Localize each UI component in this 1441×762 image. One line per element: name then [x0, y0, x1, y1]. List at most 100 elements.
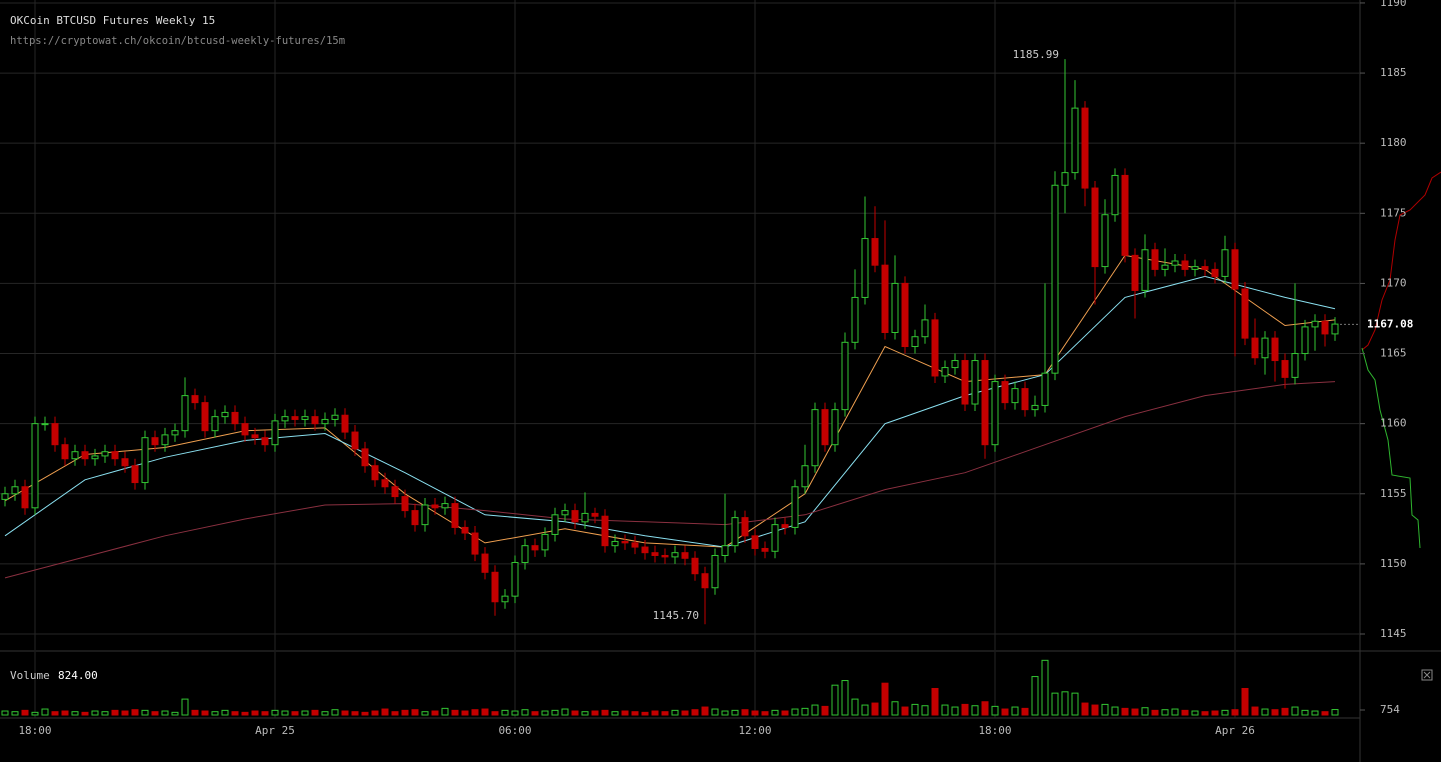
candle-body — [951, 360, 959, 369]
volume-bar — [1201, 711, 1209, 716]
volume-bar — [1111, 706, 1119, 716]
candle-body — [1091, 187, 1099, 268]
candle-body — [1061, 172, 1069, 186]
candle-body — [1141, 249, 1149, 291]
volume-bar — [701, 706, 709, 716]
candle-body — [621, 540, 629, 544]
chart-subtitle: https://cryptowat.ch/okcoin/btcusd-weekl… — [10, 35, 345, 47]
candle-body — [241, 423, 249, 436]
volume-bar — [721, 710, 729, 716]
volume-bar — [221, 709, 229, 716]
candle-body — [901, 282, 909, 348]
candle-body — [661, 554, 669, 558]
candle-body — [611, 540, 619, 547]
close-button[interactable] — [1421, 669, 1433, 681]
x-tick-label: 12:00 — [738, 724, 771, 737]
y-tick-label: 1145 — [1380, 627, 1407, 640]
volume-bar — [41, 708, 49, 716]
volume-bar — [541, 710, 549, 716]
candle-body — [1221, 249, 1229, 277]
volume-bar — [861, 704, 869, 716]
candle-body — [121, 458, 129, 467]
volume-bar — [141, 709, 149, 716]
volume-bar — [241, 711, 249, 716]
y-tick-label: 1165 — [1380, 347, 1407, 360]
volume-bar — [251, 710, 259, 716]
volume-bar — [1141, 707, 1149, 716]
candle-body — [1331, 323, 1339, 335]
volume-bar — [961, 703, 969, 716]
volume-bar — [311, 709, 319, 716]
candle-body — [711, 554, 719, 589]
candle-body — [881, 264, 889, 334]
volume-bar — [491, 711, 499, 716]
candle-body — [1251, 337, 1259, 359]
y-tick-label: 1180 — [1380, 136, 1407, 149]
candle-body — [871, 238, 879, 266]
volume-bar — [1131, 708, 1139, 716]
candle-body — [381, 479, 389, 488]
candle-body — [511, 561, 519, 597]
candle-body — [1211, 268, 1219, 277]
volume-bar — [1071, 692, 1079, 716]
candle-body — [1151, 249, 1159, 270]
candle-body — [1071, 107, 1079, 174]
candle-body — [811, 409, 819, 467]
candle-body — [181, 395, 189, 432]
candle-body — [721, 545, 729, 556]
candle-body — [821, 409, 829, 446]
volume-bar — [621, 710, 629, 716]
candle-body — [531, 545, 539, 551]
candle-body — [311, 416, 319, 425]
candle-body — [331, 414, 339, 420]
candle-body — [1121, 174, 1129, 256]
volume-bar — [801, 707, 809, 716]
candle-body — [1171, 260, 1179, 266]
candle-body — [841, 341, 849, 411]
volume-bar — [1161, 709, 1169, 716]
candle-body — [761, 547, 769, 552]
candle-body — [861, 238, 869, 298]
volume-bar — [1101, 703, 1109, 716]
candle-body — [741, 517, 749, 537]
volume-bar — [1181, 709, 1189, 716]
volume-bar — [51, 711, 59, 716]
candle-body — [401, 496, 409, 512]
depth-asks — [1361, 347, 1421, 549]
volume-bar — [1331, 709, 1339, 716]
candle-body — [281, 416, 289, 422]
volume-bar — [421, 711, 429, 716]
candle-body — [341, 414, 349, 433]
volume-bar — [981, 701, 989, 716]
volume-bar — [21, 709, 29, 716]
candle-body — [291, 416, 299, 420]
volume-bar — [161, 710, 169, 716]
candle-body — [151, 437, 159, 446]
candle-body — [1271, 337, 1279, 362]
candle-body — [991, 381, 999, 446]
volume-bar — [1011, 706, 1019, 716]
volume-bar — [511, 710, 519, 716]
volume-bar — [1081, 702, 1089, 716]
candle-body — [571, 510, 579, 523]
candle-body — [1261, 337, 1269, 359]
volume-bar — [1171, 708, 1179, 716]
volume-bar — [971, 705, 979, 716]
volume-bar — [891, 701, 899, 716]
volume-bar — [901, 706, 909, 716]
volume-bar — [201, 710, 209, 716]
x-tick-label: 06:00 — [498, 724, 531, 737]
candle-body — [1291, 353, 1299, 378]
volume-bar — [1031, 676, 1039, 716]
candle-body — [451, 503, 459, 528]
volume-bar — [211, 711, 219, 716]
candle-body — [931, 319, 939, 377]
volume-bar — [151, 711, 159, 716]
volume-bar — [1041, 659, 1049, 716]
volume-bar — [431, 710, 439, 716]
candle-body — [1051, 184, 1059, 374]
volume-bar — [651, 710, 659, 716]
volume-bar — [451, 709, 459, 716]
